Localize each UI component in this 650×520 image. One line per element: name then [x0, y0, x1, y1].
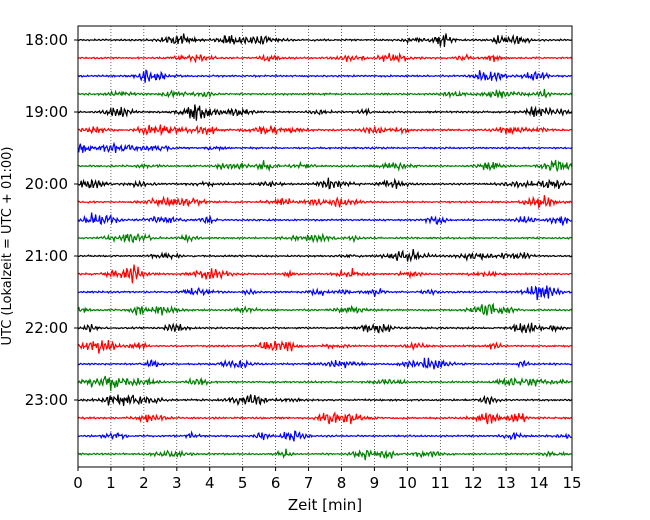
trace-line — [77, 159, 573, 173]
x-tick-label: 0 — [73, 474, 83, 492]
x-tick-label: 6 — [271, 474, 281, 492]
trace-line — [77, 104, 573, 121]
trace-line — [77, 393, 572, 407]
trace-line — [77, 124, 572, 137]
trace-line — [77, 212, 572, 226]
x-tick-label: 13 — [497, 474, 516, 492]
x-tick-label: 12 — [464, 474, 483, 492]
x-tick-label: 2 — [139, 474, 149, 492]
x-tick-label: 8 — [337, 474, 347, 492]
y-tick-label: 22:00 — [25, 319, 68, 337]
trace-line — [77, 69, 572, 83]
seismogram-traces — [77, 33, 573, 461]
x-tick-label: 10 — [398, 474, 417, 492]
y-tick-label: 23:00 — [25, 391, 68, 409]
trace-line — [77, 33, 572, 47]
x-tick-label: 11 — [431, 474, 450, 492]
trace-line — [77, 88, 573, 99]
trace-line — [77, 302, 573, 316]
trace-line — [77, 375, 572, 392]
plot-frame — [77, 25, 573, 468]
x-tick-label: 3 — [172, 474, 182, 492]
trace-line — [77, 285, 572, 301]
x-tick-label: 5 — [238, 474, 248, 492]
trace-line — [77, 339, 572, 354]
x-tick-label: 1 — [106, 474, 116, 492]
x-tick-label: 9 — [370, 474, 380, 492]
trace-line — [77, 141, 573, 154]
y-tick-label: 18:00 — [25, 31, 68, 49]
y-axis-label: UTC (Lokalzeit = UTC + 01:00) — [0, 147, 15, 346]
y-tick-label: 21:00 — [25, 247, 68, 265]
trace-line — [77, 249, 573, 263]
x-tick-label: 14 — [530, 474, 549, 492]
trace-line — [77, 232, 572, 244]
trace-line — [77, 448, 572, 461]
trace-line — [77, 52, 573, 64]
x-tick-label: 7 — [304, 474, 314, 492]
trace-line — [77, 195, 573, 210]
y-tick-label: 20:00 — [25, 175, 68, 193]
trace-line — [77, 357, 573, 370]
x-tick-label: 15 — [562, 474, 581, 492]
y-axis-ticks: 18:00 19:00 20:00 21:00 22:00 23:00 — [25, 31, 78, 409]
x-axis-ticks: 0 1 2 3 4 5 6 7 8 9 10 11 12 13 14 15 — [73, 467, 582, 492]
trace-line — [77, 322, 572, 334]
x-tick-label: 4 — [205, 474, 215, 492]
trace-line — [77, 430, 572, 442]
trace-line — [77, 264, 572, 284]
trace-line — [77, 177, 572, 190]
y-tick-label: 19:00 — [25, 103, 68, 121]
x-axis-label: Zeit [min] — [288, 496, 362, 514]
trace-line — [77, 411, 572, 425]
